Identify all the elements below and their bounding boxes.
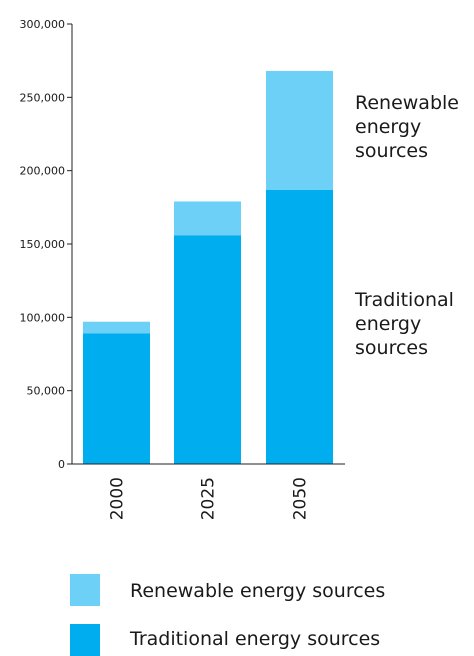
legend-label-renewable: Renewable energy sources xyxy=(130,580,386,602)
y-tick-label: 300,000 xyxy=(20,18,66,31)
x-tick-label-2000: 2000 xyxy=(108,477,128,520)
bar-2050-traditional xyxy=(266,189,333,464)
renewable-annotation-line-2: energy xyxy=(355,116,422,138)
y-tick-label: 100,000 xyxy=(20,311,66,324)
y-tick-label: 50,000 xyxy=(27,385,66,398)
bar-2025-renewable xyxy=(174,201,241,236)
legend-swatch-traditional xyxy=(70,624,100,656)
traditional-annotation-line-1: Traditional xyxy=(355,289,454,311)
bar-2000-traditional xyxy=(83,333,150,464)
traditional-annotation-line-3: sources xyxy=(355,337,428,359)
bar-2025-traditional xyxy=(174,235,241,464)
bar-2050-renewable xyxy=(266,70,333,190)
x-ticks-group: 2000 2025 2050 xyxy=(108,477,311,520)
bars-group xyxy=(83,70,333,464)
traditional-annotation-line-2: energy xyxy=(355,313,422,335)
traditional-annotation: Traditional energy sources xyxy=(355,288,454,360)
y-tick-label: 0 xyxy=(58,458,65,471)
legend-label-traditional: Traditional energy sources xyxy=(130,628,381,650)
y-tick-label: 150,000 xyxy=(20,238,66,251)
renewable-annotation: Renewable energy sources xyxy=(355,91,459,163)
y-ticks-group: 0 50,000 100,000 150,000 200,000 250,000 300,0… xyxy=(20,18,72,471)
y-tick-label: 250,000 xyxy=(20,91,66,104)
renewable-annotation-line-3: sources xyxy=(355,140,428,162)
legend-swatch-renewable xyxy=(70,574,100,606)
y-tick-label: 200,000 xyxy=(20,165,66,178)
bar-2000-renewable xyxy=(83,321,150,334)
x-tick-label-2050: 2050 xyxy=(291,477,311,520)
renewable-annotation-line-1: Renewable xyxy=(355,92,459,114)
x-tick-label-2025: 2025 xyxy=(199,477,219,520)
